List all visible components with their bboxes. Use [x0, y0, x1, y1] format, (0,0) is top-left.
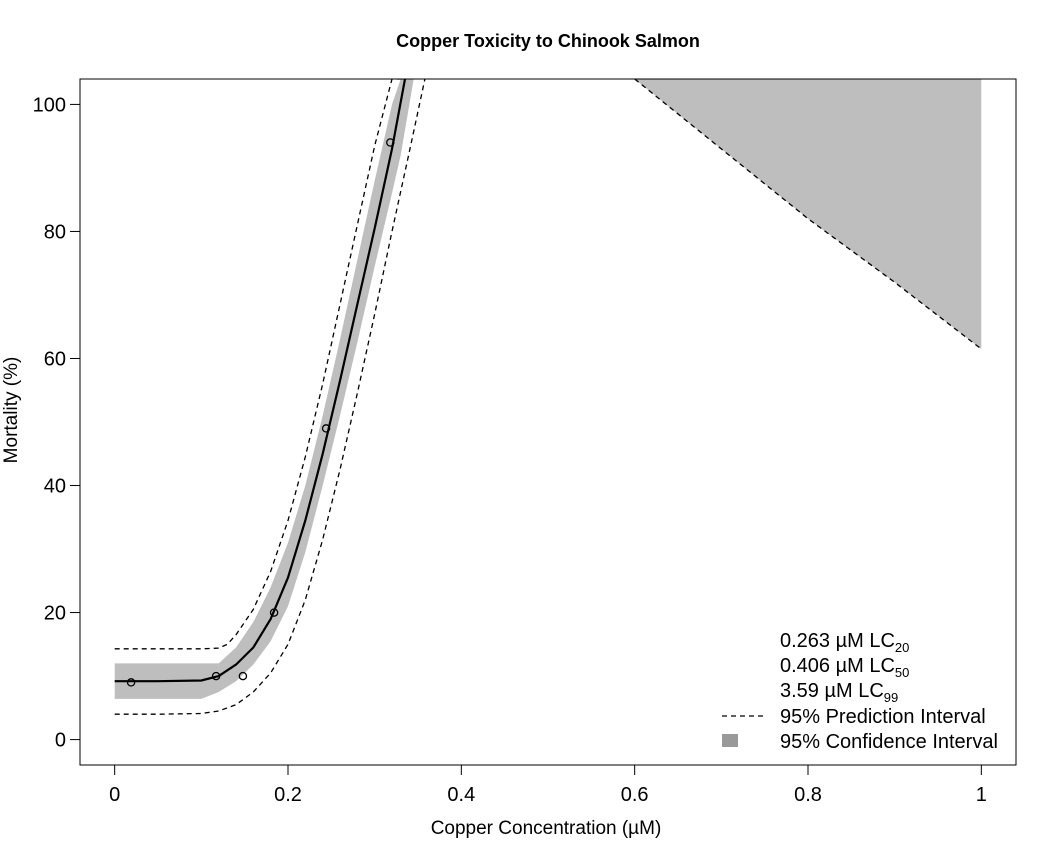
- legend-confidence-label: 95% Confidence Interval: [780, 731, 998, 753]
- legend-lc99: 3.59 µM LC99: [780, 680, 898, 705]
- confidence-band-upper-region: [634, 79, 982, 349]
- legend: 0.263 µM LC20 0.406 µM LC50 3.59 µM LC99…: [722, 630, 998, 753]
- legend-confidence-swatch: [722, 734, 738, 747]
- y-tick-label: 0: [55, 730, 66, 752]
- x-tick-label: 0.8: [794, 784, 822, 806]
- y-tick-label: 100: [33, 94, 66, 116]
- legend-lc20: 0.263 µM LC20: [780, 630, 909, 655]
- y-tick-label: 60: [44, 348, 66, 370]
- legend-lc50: 0.406 µM LC50: [780, 655, 909, 680]
- x-tick-label: 0: [109, 784, 120, 806]
- y-axis-label: Mortality (%): [1, 357, 22, 464]
- data-point: [126, 678, 136, 687]
- plot-area: [114, 79, 982, 715]
- data-point: [321, 424, 331, 433]
- x-tick-label: 0.2: [274, 784, 302, 806]
- data-point: [238, 671, 248, 681]
- prediction-interval-upper-region: [634, 79, 982, 350]
- x-tick-label: 1: [976, 784, 987, 806]
- x-axis-label: Copper Concentration (µM): [431, 818, 662, 839]
- fit-line: [114, 79, 407, 683]
- y-tick-label: 20: [44, 603, 66, 625]
- prediction-interval-lower: [114, 79, 426, 715]
- x-axis: 0 0.2 0.4 0.6 0.8 1: [109, 764, 987, 806]
- data-point: [386, 138, 395, 147]
- x-tick-label: 0.4: [447, 784, 475, 806]
- y-tick-label: 40: [44, 476, 66, 498]
- chart-title: Copper Toxicity to Chinook Salmon: [396, 31, 700, 51]
- y-tick-label: 80: [44, 221, 66, 243]
- x-tick-label: 0.6: [621, 784, 649, 806]
- confidence-band: [114, 79, 414, 699]
- data-point: [269, 608, 279, 617]
- legend-prediction-label: 95% Prediction Interval: [780, 706, 986, 728]
- y-axis: 0 20 40 60 80 100: [33, 94, 81, 752]
- data-point: [211, 671, 221, 681]
- prediction-interval-upper: [114, 79, 404, 650]
